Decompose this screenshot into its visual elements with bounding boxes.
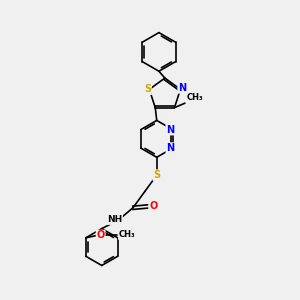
Text: CH₃: CH₃ <box>118 230 135 239</box>
Text: N: N <box>166 143 174 153</box>
Text: O: O <box>149 201 157 211</box>
Text: S: S <box>153 170 160 180</box>
Text: CH₃: CH₃ <box>186 93 203 102</box>
Text: N: N <box>166 124 174 135</box>
Text: S: S <box>144 84 151 94</box>
Text: O: O <box>97 230 105 241</box>
Text: NH: NH <box>107 215 122 224</box>
Text: N: N <box>178 83 186 93</box>
